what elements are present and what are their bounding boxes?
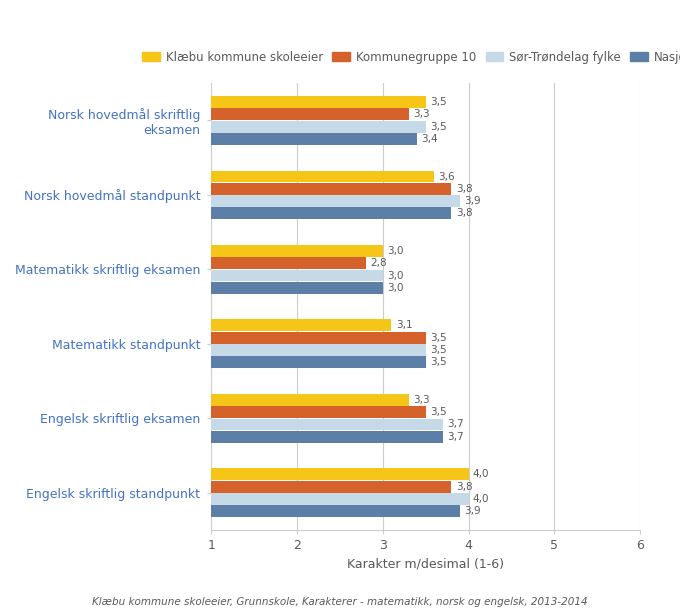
Bar	[211, 183, 452, 195]
Bar	[211, 133, 417, 145]
Text: 4,0: 4,0	[473, 469, 490, 479]
Bar	[211, 109, 409, 120]
Text: 3,9: 3,9	[464, 196, 481, 206]
Text: 3,5: 3,5	[430, 97, 447, 107]
Bar	[211, 406, 426, 418]
Bar	[211, 207, 452, 220]
Bar	[211, 257, 366, 269]
Bar	[211, 344, 426, 356]
Bar	[211, 356, 426, 368]
Text: 3,6: 3,6	[439, 171, 455, 182]
Text: 3,0: 3,0	[387, 271, 404, 281]
Bar	[211, 505, 460, 517]
Text: 3,3: 3,3	[413, 395, 430, 405]
Bar	[211, 468, 469, 480]
Bar	[211, 320, 392, 331]
Bar	[211, 195, 460, 207]
Text: 3,0: 3,0	[387, 246, 404, 256]
Bar	[211, 282, 383, 294]
Bar	[211, 394, 409, 406]
Text: 2,8: 2,8	[370, 258, 387, 268]
Text: 4,0: 4,0	[473, 494, 490, 504]
Text: 3,5: 3,5	[430, 407, 447, 417]
Text: 3,0: 3,0	[387, 283, 404, 293]
Text: 3,7: 3,7	[447, 432, 464, 442]
Bar	[211, 493, 469, 505]
Legend: Klæbu kommune skoleeier, Kommunegruppe 10, Sør-Trøndelag fylke, Nasjonalt: Klæbu kommune skoleeier, Kommunegruppe 1…	[137, 46, 680, 68]
Text: 3,8: 3,8	[456, 184, 473, 194]
Bar	[211, 245, 383, 257]
Text: 3,5: 3,5	[430, 121, 447, 132]
Bar	[211, 481, 452, 493]
Text: Klæbu kommune skoleeier, Grunnskole, Karakterer - matematikk, norsk og engelsk, : Klæbu kommune skoleeier, Grunnskole, Kar…	[92, 597, 588, 607]
Bar	[211, 96, 426, 108]
Bar	[211, 121, 426, 132]
Text: 3,8: 3,8	[456, 482, 473, 492]
Text: 3,4: 3,4	[422, 134, 438, 144]
Bar	[211, 332, 426, 343]
Text: 3,9: 3,9	[464, 506, 481, 516]
Text: 3,3: 3,3	[413, 109, 430, 120]
Bar	[211, 431, 443, 443]
Text: 3,5: 3,5	[430, 357, 447, 367]
Text: 3,8: 3,8	[456, 209, 473, 218]
X-axis label: Karakter m/desimal (1-6): Karakter m/desimal (1-6)	[347, 558, 505, 570]
Text: 3,5: 3,5	[430, 345, 447, 355]
Text: 3,5: 3,5	[430, 332, 447, 343]
Bar	[211, 270, 383, 281]
Text: 3,7: 3,7	[447, 420, 464, 429]
Text: 3,1: 3,1	[396, 320, 412, 331]
Bar	[211, 418, 443, 431]
Bar	[211, 171, 435, 182]
